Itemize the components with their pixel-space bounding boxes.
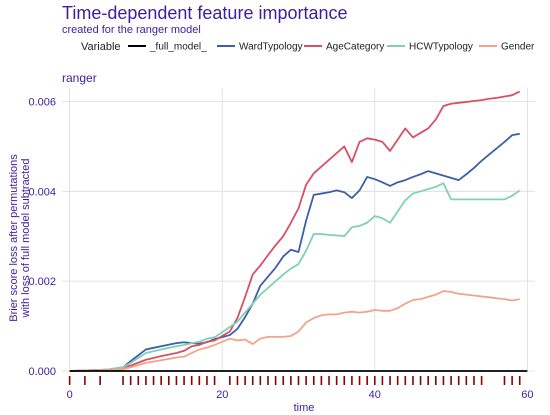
- y-tick-label: 0.006: [28, 96, 56, 108]
- legend: Variable _full_model_ WardTypology AgeCate…: [81, 41, 535, 53]
- y-axis: 0.000 0.002 0.004 0.006: [28, 96, 56, 378]
- x-axis-label: time: [294, 402, 315, 414]
- x-tick-label: 60: [521, 389, 533, 401]
- facet-label: ranger: [62, 71, 97, 85]
- y-axis-label-line-1: Brier score loss after permutations: [8, 154, 20, 322]
- series-line-agecategory: [69, 90, 521, 372]
- y-tick-label: 0.000: [28, 366, 56, 378]
- y-tick-label: 0.002: [28, 276, 56, 288]
- series-line-wardtypology: [69, 132, 520, 372]
- x-tick-label: 20: [216, 389, 228, 401]
- legend-title: Variable: [81, 41, 121, 53]
- legend-label: WardTypology: [239, 42, 303, 53]
- y-axis-label-line-2: with loss of full model subtracted: [20, 159, 32, 319]
- legend-label: Gender: [501, 42, 535, 53]
- chart-title: Time-dependent feature importance: [62, 3, 348, 23]
- grid: [62, 88, 535, 372]
- x-axis: 0 20 40 60: [67, 389, 534, 401]
- x-tick-label: 0: [67, 389, 73, 401]
- y-axis-label: Brier score loss after permutations with…: [8, 154, 32, 322]
- rug: [68, 376, 521, 385]
- x-tick-label: 40: [369, 389, 381, 401]
- legend-label: _full_model_: [149, 42, 207, 53]
- chart-subtitle: created for the ranger model: [62, 24, 201, 36]
- series-line-gender: [69, 290, 520, 372]
- legend-label: AgeCategory: [326, 42, 384, 53]
- legend-label: HCWTypology: [409, 42, 473, 53]
- y-tick-label: 0.004: [28, 186, 56, 198]
- series-lines: [69, 90, 528, 372]
- series-line-hcwtypology: [69, 182, 521, 372]
